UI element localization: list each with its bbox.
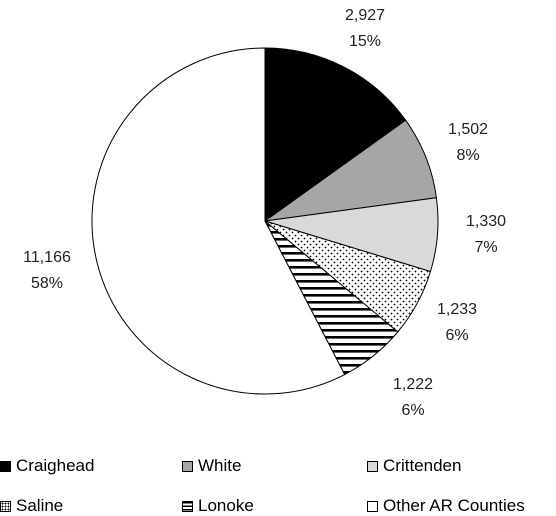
legend-label-white: White <box>198 456 242 475</box>
legend-item-crittenden: Crittenden <box>367 456 461 476</box>
legend-item-white: White <box>182 456 241 476</box>
percent-label-other-ar-counties: 58% <box>31 275 63 292</box>
legend: Craighead White Crittenden Saline Lonoke… <box>0 448 556 516</box>
legend-label-lonoke: Lonoke <box>198 496 254 515</box>
value-label-other-ar-counties: 11,166 <box>23 249 71 266</box>
value-label-white: 1,502 <box>448 121 488 138</box>
value-label-craighead: 2,927 <box>345 7 385 24</box>
legend-swatch-lonoke <box>182 500 193 512</box>
percent-label-saline: 6% <box>445 327 468 344</box>
percent-label-crittenden: 7% <box>474 239 497 256</box>
legend-label-saline: Saline <box>16 496 64 515</box>
legend-label-other-ar-counties: Other AR Counties <box>383 496 525 515</box>
percent-label-white: 8% <box>456 147 479 164</box>
legend-swatch-other-ar-counties <box>367 500 378 512</box>
legend-item-lonoke: Lonoke <box>182 496 254 516</box>
value-label-saline: 1,233 <box>437 301 477 318</box>
percent-label-lonoke: 6% <box>401 402 424 419</box>
legend-label-craighead: Craighead <box>16 456 95 475</box>
legend-item-saline: Saline <box>0 496 63 516</box>
legend-item-other-ar-counties: Other AR Counties <box>367 496 525 516</box>
pie-slice-other-ar-counties <box>91 47 346 395</box>
legend-swatch-crittenden <box>367 460 378 472</box>
legend-swatch-saline <box>0 500 11 512</box>
legend-swatch-white <box>182 460 193 472</box>
pie-slice-craighead <box>264 47 407 222</box>
legend-swatch-craighead <box>0 460 11 472</box>
legend-item-craighead: Craighead <box>0 456 94 476</box>
value-label-crittenden: 1,330 <box>466 213 506 230</box>
percent-label-craighead: 15% <box>349 33 381 50</box>
value-label-lonoke: 1,222 <box>393 376 433 393</box>
pie-chart: 2,927 15% 1,502 8% 1,330 7% 1,233 6% 1,222 6% 11,1… <box>23 7 506 419</box>
legend-label-crittenden: Crittenden <box>383 456 462 475</box>
